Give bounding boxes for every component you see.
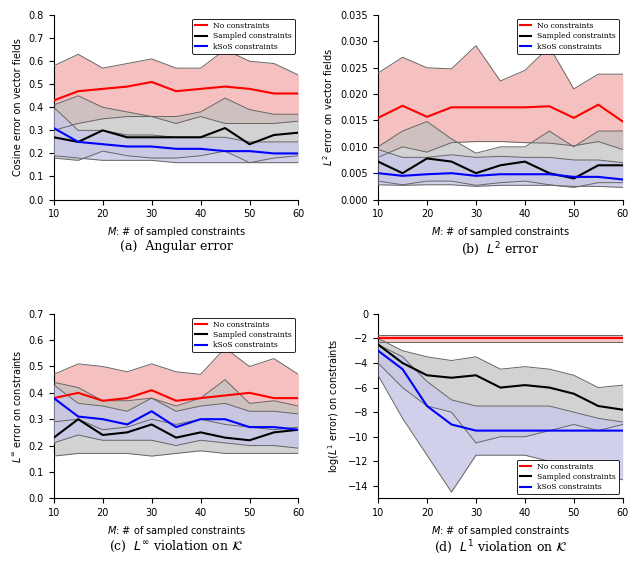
Y-axis label: $L^2$ error on vector fields: $L^2$ error on vector fields [321,49,335,166]
Y-axis label: $L^\infty$ error on constraints: $L^\infty$ error on constraints [11,349,23,463]
Legend: No constraints, Sampled constraints, kSoS constraints: No constraints, Sampled constraints, kSo… [192,19,294,54]
Text: (b)  $L^2$ error: (b) $L^2$ error [461,240,540,258]
Legend: No constraints, Sampled constraints, kSoS constraints: No constraints, Sampled constraints, kSo… [516,460,619,494]
Text: (d)  $L^1$ violation on $\mathcal{K}$: (d) $L^1$ violation on $\mathcal{K}$ [434,539,567,557]
Text: (c)  $L^\infty$ violation on $\mathcal{K}$: (c) $L^\infty$ violation on $\mathcal{K}… [109,539,243,554]
Legend: No constraints, Sampled constraints, kSoS constraints: No constraints, Sampled constraints, kSo… [192,317,294,352]
Y-axis label: Cosine error on vector fields: Cosine error on vector fields [13,38,23,176]
Y-axis label: $\log(L^1$ error) on constraints: $\log(L^1$ error) on constraints [326,339,342,473]
Legend: No constraints, Sampled constraints, kSoS constraints: No constraints, Sampled constraints, kSo… [516,19,619,54]
Text: (a)  Angular error: (a) Angular error [120,240,232,253]
X-axis label: $M$: # of sampled constraints: $M$: # of sampled constraints [431,524,570,537]
X-axis label: $M$: # of sampled constraints: $M$: # of sampled constraints [107,225,246,239]
X-axis label: $M$: # of sampled constraints: $M$: # of sampled constraints [107,524,246,537]
X-axis label: $M$: # of sampled constraints: $M$: # of sampled constraints [431,225,570,239]
